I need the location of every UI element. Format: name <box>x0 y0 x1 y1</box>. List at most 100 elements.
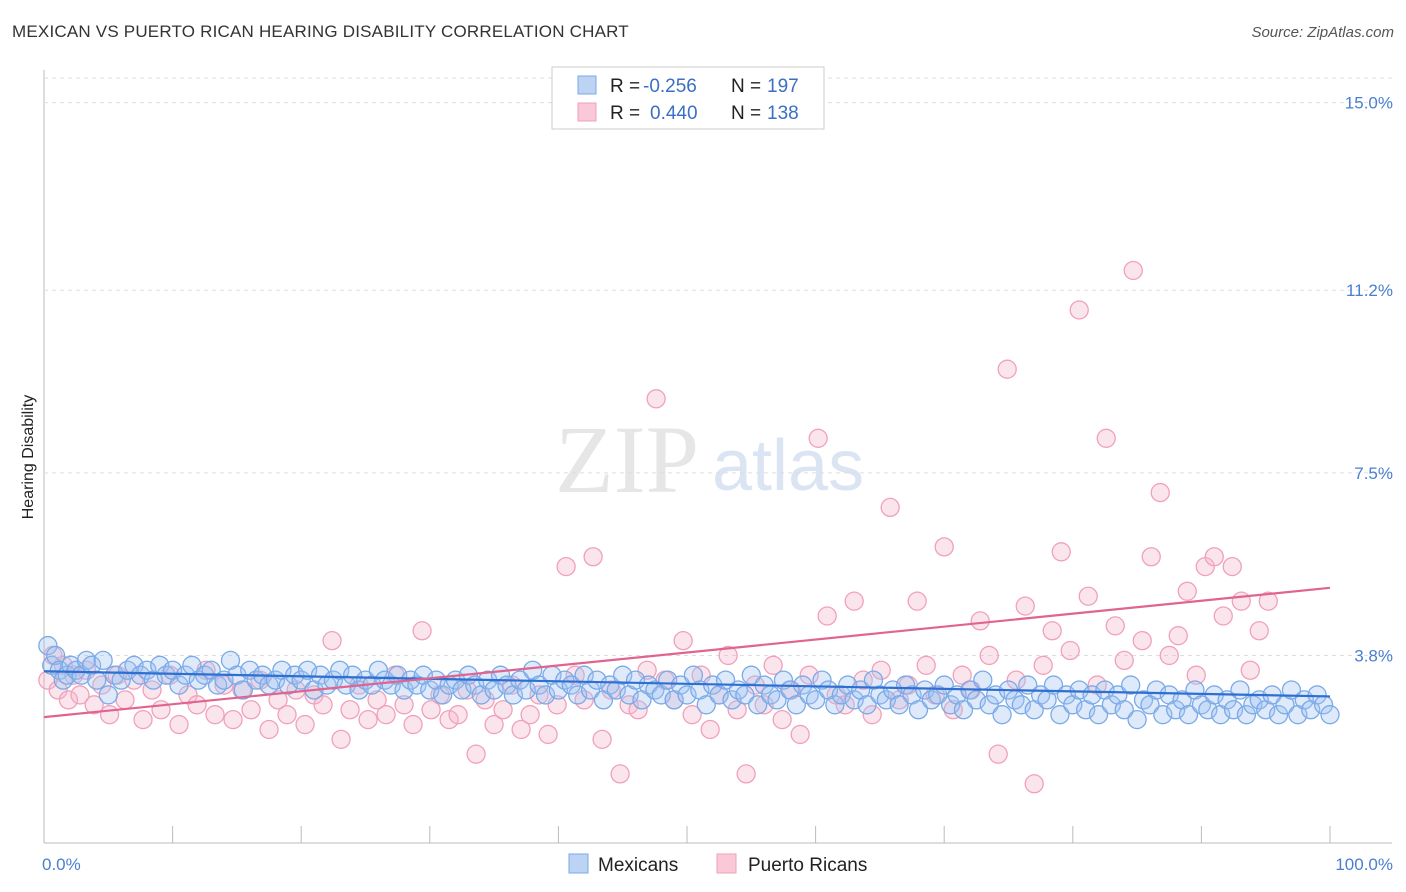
mexicans-point <box>111 670 131 690</box>
puerto-ricans-point <box>484 714 504 735</box>
puerto-ricans-point <box>808 428 828 448</box>
mexicans-point <box>1178 705 1199 725</box>
puerto-ricans-point <box>1177 581 1197 601</box>
puerto-ricans-point <box>772 709 792 730</box>
puerto-ricans-point <box>340 700 360 720</box>
mexicans-point <box>857 695 877 715</box>
legend-n-value-mexicans: 197 <box>767 76 799 97</box>
mexicans-point <box>812 670 832 690</box>
legend-n-value-puerto-ricans: 138 <box>767 103 799 124</box>
puerto-ricans-point <box>268 690 288 710</box>
puerto-ricans-point <box>583 547 603 567</box>
puerto-ricans-point <box>1078 586 1098 606</box>
puerto-ricans-point <box>421 700 441 720</box>
watermark-zip: ZIP <box>555 406 699 513</box>
mexicans-point <box>1088 705 1109 725</box>
puerto-ricans-point <box>58 690 79 710</box>
puerto-ricans-point <box>448 705 468 725</box>
puerto-ricans-point <box>1258 591 1278 611</box>
puerto-ricans-point <box>988 744 1008 764</box>
puerto-ricans-point <box>439 709 459 730</box>
mexicans-point <box>38 635 58 656</box>
mexicans-point <box>87 670 107 690</box>
puerto-ricans-point <box>214 675 234 695</box>
puerto-ricans-point <box>277 705 297 725</box>
puerto-ricans-point <box>358 709 378 730</box>
puerto-ricans-point <box>907 591 927 611</box>
puerto-ricans-point <box>1123 260 1143 281</box>
mexicans-point <box>748 695 768 715</box>
legend-box <box>551 66 825 130</box>
puerto-ricans-point <box>187 695 207 715</box>
mexicans-point <box>928 685 948 705</box>
mexicans-point <box>1043 675 1064 695</box>
y-axis-label: Hearing Disability <box>20 395 37 520</box>
puerto-ricans-points <box>38 260 1278 794</box>
mexicans-point <box>805 690 826 710</box>
puerto-ricans-point <box>718 645 738 666</box>
mexicans-trend-line <box>43 670 1331 698</box>
puerto-ricans-point <box>331 729 351 750</box>
puerto-ricans-point <box>84 695 104 715</box>
x-tick-label-max: 100.0% <box>1335 855 1393 874</box>
puerto-ricans-point <box>223 709 243 730</box>
mexicans-point <box>1268 705 1289 725</box>
puerto-ricans-point <box>322 630 342 651</box>
series-legend-label-mexicans: Mexicans <box>598 855 678 876</box>
puerto-ricans-point <box>817 606 837 626</box>
puerto-ricans-point <box>1114 650 1134 671</box>
legend-n-label-puerto-ricans: N = <box>731 103 761 124</box>
mexicans-point <box>233 680 253 700</box>
mexicans-point <box>98 685 118 705</box>
y-tick-label: 3.8% <box>1354 646 1393 665</box>
legend-r-value-puerto-ricans: 0.440 <box>650 103 698 124</box>
mexicans-point <box>908 700 929 720</box>
mexicans-point <box>45 645 66 666</box>
mexicans-point <box>786 695 806 715</box>
puerto-ricans-point <box>1069 300 1089 320</box>
puerto-ricans-trend-line <box>43 586 1331 719</box>
mexicans-point <box>1121 675 1141 695</box>
puerto-ricans-point <box>1204 547 1224 567</box>
legend-n-label-mexicans: N = <box>731 76 761 97</box>
mexicans-point <box>825 695 845 715</box>
puerto-ricans-point <box>376 705 396 725</box>
puerto-ricans-point <box>610 764 630 784</box>
puerto-ricans-point <box>1150 482 1170 503</box>
mexicans-point <box>1050 705 1070 725</box>
puerto-ricans-point <box>511 719 531 740</box>
puerto-ricans-point <box>997 359 1017 379</box>
x-ticks <box>172 826 1331 843</box>
puerto-ricans-point <box>403 714 423 735</box>
puerto-ricans-point <box>1105 616 1125 636</box>
puerto-ricans-point <box>70 685 90 705</box>
mexicans-point <box>1230 680 1250 700</box>
puerto-ricans-point <box>880 497 900 518</box>
source-note: Source: ZipAtlas.com <box>1251 24 1394 41</box>
mexicans-point <box>1114 700 1134 720</box>
puerto-ricans-point <box>844 591 864 611</box>
puerto-ricans-point <box>1060 640 1080 661</box>
y-tick-labels: 3.8% 7.5% 11.2% 15.0% <box>1345 94 1393 666</box>
puerto-ricans-point <box>1096 428 1116 448</box>
legend-swatch-mexicans <box>577 75 597 95</box>
mexicans-point <box>992 705 1012 725</box>
puerto-ricans-point <box>48 680 68 700</box>
puerto-ricans-point <box>646 389 666 409</box>
series-legend-label-puerto-ricans: Puerto Ricans <box>748 855 867 876</box>
mexicans-point <box>1127 709 1147 730</box>
puerto-ricans-point <box>556 556 576 577</box>
mexicans-point <box>1236 705 1257 725</box>
y-tick-label: 15.0% <box>1345 94 1393 113</box>
mexicans-point <box>895 675 916 695</box>
puerto-ricans-point <box>394 695 414 715</box>
puerto-ricans-point <box>1213 606 1233 626</box>
puerto-ricans-point <box>673 630 693 651</box>
puerto-ricans-point <box>1006 670 1026 690</box>
puerto-ricans-point <box>763 655 783 675</box>
puerto-ricans-point <box>520 705 540 725</box>
puerto-ricans-point <box>295 714 315 735</box>
puerto-ricans-point <box>493 700 513 720</box>
mexicans-point <box>93 650 113 671</box>
